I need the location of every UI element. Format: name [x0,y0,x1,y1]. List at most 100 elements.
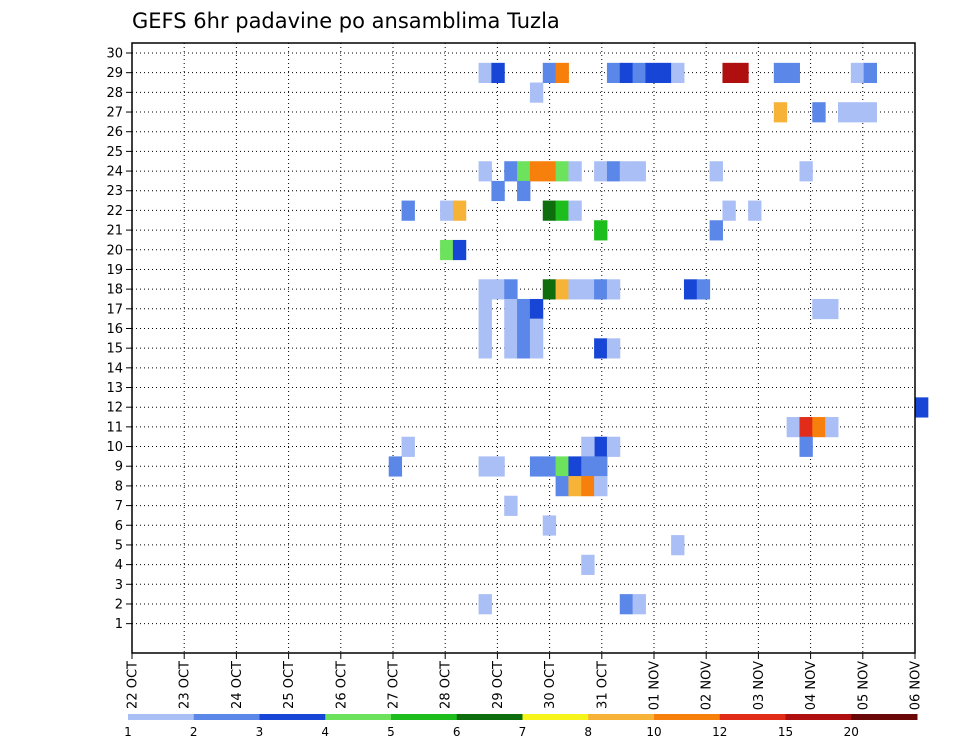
heatmap-cell [735,62,749,84]
heatmap-cell [478,456,492,477]
heatmap-cell [606,279,621,300]
heatmap-cell [401,436,415,457]
colorbar-label: 3 [256,725,264,739]
heatmap-cell [606,62,621,84]
heatmap-cell [491,62,505,84]
heatmap-cell [517,298,531,320]
x-tick-label: 05 NOV [856,661,871,710]
heatmap-cell [812,298,826,320]
heatmap-cell [555,279,569,300]
y-axis-ticks: 1234567891011121314151617181920212223242… [106,47,132,632]
x-tick-label: 23 OCT [178,661,193,709]
heatmap-cell [401,200,415,221]
x-tick-label: 26 OCT [334,661,349,709]
heatmap-cell [799,436,813,457]
heatmap-cell [452,239,467,261]
heatmap-cell [606,161,621,182]
colorbar-swatch [588,714,655,720]
colorbar-label: 10 [646,725,661,739]
heatmap-cell [542,200,557,221]
x-tick-label: 27 OCT [387,661,402,709]
heatmap-cell [504,338,518,359]
heatmap-cell [825,298,839,320]
heatmap-cell [812,102,826,123]
heatmap-cell [452,200,467,221]
heatmap-cell [799,161,813,182]
heatmap-cell [542,456,557,477]
heatmap-cell [542,279,557,300]
heatmap-cell [568,279,582,300]
y-tick-label: 16 [106,322,123,337]
heatmap-cell [581,436,595,457]
x-tick-label: 30 OCT [543,661,558,709]
y-tick-label: 1 [115,617,123,632]
colorbar-swatch [128,714,195,720]
heatmap-cell [709,220,723,241]
heatmap-cell [555,161,569,182]
y-tick-label: 26 [106,125,123,140]
x-tick-label: 03 NOV [752,661,767,710]
heatmap-cell [517,318,531,339]
heatmap-cell [645,62,659,84]
heatmap-cell [632,161,646,182]
heatmap-cell [440,239,454,261]
heatmap-cell [773,102,788,123]
colorbar-label: 4 [321,725,329,739]
heatmap-cell [722,200,736,221]
heatmap-cell [529,82,544,103]
heatmap-cell [517,180,531,202]
heatmap-cell [555,476,569,497]
heatmap-cell [478,279,492,300]
y-tick-label: 21 [106,224,123,239]
heatmap-cell [786,62,800,84]
y-tick-label: 4 [115,558,123,573]
heatmap-cell [594,456,608,477]
x-tick-label: 02 NOV [700,661,715,710]
y-tick-label: 25 [106,145,123,160]
heatmap-cell [517,338,531,359]
heatmap-cell [388,456,403,477]
colorbar-swatch [851,714,918,720]
heatmap-cell [683,279,698,300]
heatmap-cell [606,436,621,457]
y-tick-label: 2 [115,597,123,612]
heatmap-cell [915,397,929,418]
y-tick-label: 29 [106,66,123,81]
y-tick-label: 24 [106,165,123,180]
x-tick-label: 22 OCT [126,661,141,709]
heatmap-cell [671,62,685,84]
heatmap-cell [606,338,621,359]
colorbar-label: 7 [519,725,527,739]
heatmap-cell [529,298,544,320]
heatmap-cell [542,515,557,536]
y-tick-label: 6 [115,519,123,534]
heatmap-cell [594,476,608,497]
heatmap-cell [478,338,492,359]
heatmap-cell [748,200,762,221]
heatmap-cell [529,456,544,477]
heatmap-cell [491,180,505,202]
heatmap-cell [581,279,595,300]
y-tick-label: 17 [106,302,123,317]
x-tick-label: 28 OCT [439,661,454,709]
heatmap-cell [825,417,839,438]
y-tick-label: 18 [106,283,123,298]
x-tick-label: 29 OCT [491,661,506,709]
colorbar-swatch [325,714,392,720]
colorbar-swatch [719,714,786,720]
heatmap-cell [786,417,800,438]
y-tick-label: 20 [106,243,123,258]
heatmap-cell [517,161,531,182]
y-tick-label: 30 [106,47,123,62]
y-tick-label: 8 [115,479,123,494]
heatmap-cell [555,456,569,477]
heatmap-cell [568,200,582,221]
colorbar-swatch [391,714,458,720]
heatmap-cell [568,456,582,477]
heatmap-cell [504,161,518,182]
heatmap-cell [478,594,492,615]
y-tick-label: 9 [115,460,123,475]
heatmap-cell [478,318,492,339]
colorbar-label: 2 [190,725,198,739]
